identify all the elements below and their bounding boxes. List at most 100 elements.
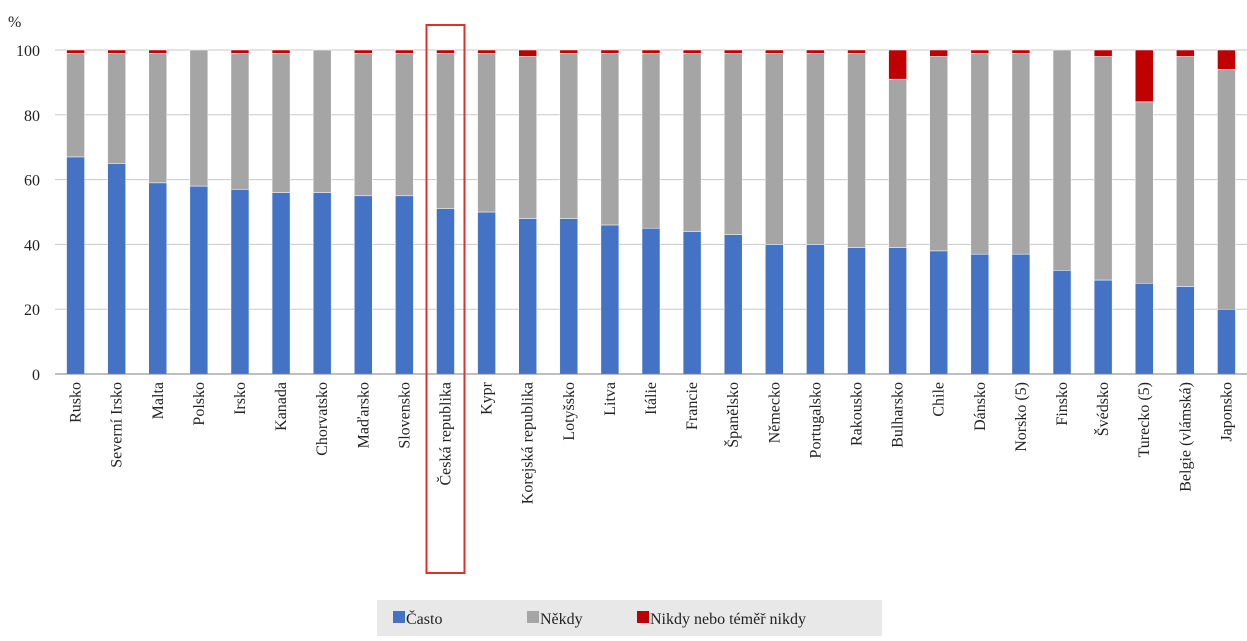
bar-rakousko-nekdy (847, 52, 866, 248)
bar-italie-nekdy (641, 52, 661, 229)
x-label-chorvatsko: Chorvatsko (314, 382, 331, 456)
bar-japonsko-nekdy (1217, 69, 1236, 310)
x-label-rakousko: Rakousko (849, 382, 866, 446)
bar-rakousko-casto (847, 247, 866, 375)
bar-norsko-5-casto (1011, 253, 1031, 375)
bar-nemecko-nikdy-nebo-temer-nikdy (765, 49, 784, 54)
bar-korejska-republika-casto (518, 218, 537, 375)
bar-kanada-casto (271, 192, 291, 375)
bar-chile-nekdy (929, 56, 948, 252)
bar-irsko-nekdy (230, 52, 250, 190)
x-label-kanada: Kanada (273, 382, 290, 431)
bar-francie-nikdy-nebo-temer-nikdy (682, 49, 702, 54)
bar-japonsko-casto (1217, 308, 1236, 375)
y-tick-100: 100 (16, 43, 40, 60)
bar-lotyssko-nekdy (559, 52, 579, 219)
bar-dansko-casto (970, 253, 990, 375)
bar-lotyssko-casto (559, 218, 579, 375)
bar-ceska-republika-nikdy-nebo-temer-nikdy (436, 49, 455, 54)
bar-turecko-5-casto (1134, 283, 1154, 375)
bar-malta-nekdy (148, 52, 168, 184)
legend-swatch-nekdy (527, 611, 539, 623)
bar-litva-nikdy-nebo-temer-nikdy (600, 49, 620, 54)
bar-madarsko-nekdy (354, 52, 373, 197)
bar-dansko-nikdy-nebo-temer-nikdy (970, 49, 990, 54)
highlight-box-ceska-republika (425, 24, 466, 574)
bar-slovensko-nikdy-nebo-temer-nikdy (395, 49, 414, 54)
bar-slovensko-nekdy (395, 52, 414, 197)
bar-bulharsko-nekdy (888, 78, 907, 248)
bar-turecko-5-nikdy-nebo-temer-nikdy (1134, 49, 1154, 103)
bar-belgie-vlamska-casto (1176, 286, 1195, 375)
bar-polsko-nekdy (189, 49, 209, 187)
legend-background (377, 600, 882, 636)
bar-kanada-nikdy-nebo-temer-nikdy (271, 49, 291, 54)
x-label-slovensko: Slovensko (396, 382, 413, 449)
bar-portugalsko-nekdy (806, 52, 825, 245)
x-label-litva: Litva (602, 382, 619, 416)
bar-francie-nekdy (682, 52, 702, 232)
bar-portugalsko-casto (806, 244, 825, 375)
y-axis-label: % (8, 14, 21, 31)
bar-kypr-nikdy-nebo-temer-nikdy (477, 49, 496, 54)
bar-madarsko-nikdy-nebo-temer-nikdy (354, 49, 373, 54)
bar-nemecko-casto (765, 244, 784, 375)
y-tick-labels: 0 20 40 60 80 100 (16, 43, 40, 384)
bar-bulharsko-casto (888, 247, 907, 375)
x-label-lotyssko: Lotyšsko (561, 382, 578, 441)
x-label-japonsko: Japonsko (1218, 382, 1235, 442)
x-label-portugalsko: Portugalsko (807, 382, 824, 458)
bar-belgie-vlamska-nekdy (1176, 56, 1195, 287)
bar-severni-irsko-nekdy (107, 52, 126, 164)
y-tick-60: 60 (24, 173, 40, 190)
y-tick-80: 80 (24, 108, 40, 125)
bar-ceska-republika-casto (436, 208, 455, 375)
legend-swatch-nikdy-nebo-temer-nikdy (637, 611, 649, 623)
x-label-korejska-republika: Korejská republika (520, 382, 537, 504)
bar-chile-casto (929, 250, 948, 375)
x-label-chile: Chile (931, 382, 948, 417)
x-label-italie: Itálie (643, 382, 660, 415)
bar-francie-casto (682, 231, 702, 375)
bar-turecko-5-nekdy (1134, 101, 1154, 284)
bar-madarsko-casto (354, 195, 373, 375)
bar-malta-nikdy-nebo-temer-nikdy (148, 49, 168, 54)
x-label-dansko: Dánsko (972, 382, 989, 431)
x-label-kypr: Kypr (479, 381, 496, 415)
bar-italie-nikdy-nebo-temer-nikdy (641, 49, 661, 54)
legend-swatch-casto (393, 611, 405, 623)
bar-finsko-casto (1052, 270, 1072, 375)
bar-polsko-casto (189, 185, 209, 375)
x-label-madarsko: Maďarsko (355, 382, 372, 448)
bar-slovensko-casto (395, 195, 414, 375)
y-tick-40: 40 (24, 237, 40, 254)
bar-norsko-5-nekdy (1011, 52, 1031, 255)
x-label-polsko: Polsko (191, 382, 208, 426)
bar-finsko-nekdy (1052, 49, 1072, 271)
bar-spanelsko-casto (723, 234, 743, 375)
bar-chorvatsko-casto (312, 192, 332, 375)
bar-lotyssko-nikdy-nebo-temer-nikdy (559, 49, 579, 54)
bar-belgie-vlamska-nikdy-nebo-temer-nikdy (1176, 49, 1195, 57)
bar-svedsko-nikdy-nebo-temer-nikdy (1093, 49, 1113, 57)
bar-rusko-nekdy (66, 52, 85, 158)
bar-svedsko-casto (1093, 279, 1113, 375)
x-label-rusko: Rusko (68, 382, 85, 423)
bar-chorvatsko-nekdy (312, 49, 332, 193)
x-label-svedsko: Švédsko (1093, 382, 1112, 436)
x-label-francie: Francie (684, 382, 701, 430)
bar-severni-irsko-nikdy-nebo-temer-nikdy (107, 49, 126, 54)
x-label-norsko-5: Norsko (5) (1013, 382, 1030, 452)
y-tick-0: 0 (32, 367, 40, 384)
x-category-labels: Rusko Severní Irsko Malta Polsko Irsko Kanada… (68, 381, 1236, 504)
bar-litva-nekdy (600, 52, 620, 226)
bar-kypr-nekdy (477, 52, 496, 213)
bar-rusko-nikdy-nebo-temer-nikdy (66, 49, 85, 54)
bar-irsko-nikdy-nebo-temer-nikdy (230, 49, 250, 54)
x-label-irsko: Irsko (232, 382, 249, 415)
bar-korejska-republika-nikdy-nebo-temer-nikdy (518, 49, 537, 57)
legend: Často Někdy Nikdy nebo téměř nikdy (377, 600, 882, 636)
bar-svedsko-nekdy (1093, 56, 1113, 281)
legend-label-nikdy-nebo-temer-nikdy: Nikdy nebo téměř nikdy (650, 611, 806, 628)
